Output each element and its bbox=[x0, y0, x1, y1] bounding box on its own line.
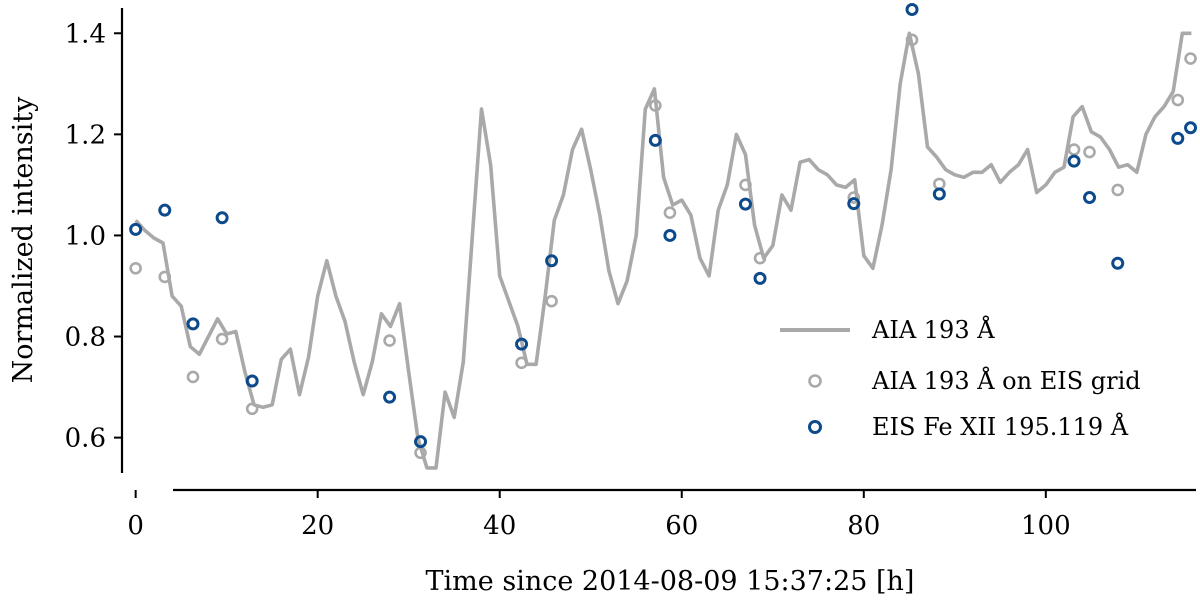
axes: 0 20 40 60 80 100 0.6 0.8 1.0 1.2 1.4 Time since … bbox=[8, 8, 1196, 597]
y-tick-label: 1.2 bbox=[65, 120, 106, 150]
point-aia-grid bbox=[663, 206, 677, 220]
point-aia-grid bbox=[383, 334, 396, 347]
point-eis bbox=[905, 3, 919, 17]
point-aia-grid bbox=[753, 251, 767, 265]
y-tick-label: 1.4 bbox=[65, 19, 106, 49]
point-eis bbox=[515, 337, 529, 351]
point-eis bbox=[545, 254, 559, 268]
legend: AIA 193 Å AIA 193 Å on EIS grid EIS Fe X… bbox=[780, 315, 1141, 441]
legend-label-aia-grid: AIA 193 Å on EIS grid bbox=[871, 366, 1141, 395]
point-eis bbox=[648, 133, 662, 147]
point-aia-grid bbox=[847, 191, 861, 204]
point-eis bbox=[414, 435, 428, 449]
point-eis bbox=[215, 211, 229, 225]
x-tick-label: 40 bbox=[483, 511, 516, 541]
point-eis bbox=[1111, 256, 1125, 270]
x-tick-label: 60 bbox=[665, 511, 698, 541]
point-eis bbox=[245, 374, 259, 388]
y-tick-label: 1.0 bbox=[65, 221, 106, 251]
point-eis bbox=[129, 222, 143, 236]
point-aia-grid bbox=[129, 261, 142, 275]
x-tick-label: 20 bbox=[301, 511, 334, 541]
point-aia-grid bbox=[158, 270, 172, 284]
point-aia-grid bbox=[739, 178, 752, 192]
point-eis bbox=[1171, 131, 1185, 145]
point-aia-grid bbox=[515, 356, 528, 370]
y-axis-label: Normalized intensity bbox=[8, 96, 39, 383]
point-aia-grid bbox=[905, 33, 919, 47]
x-axis-label: Time since 2014-08-09 15:37:25 [h] bbox=[426, 566, 915, 597]
x-tick-label: 80 bbox=[847, 511, 880, 541]
point-aia-grid bbox=[649, 99, 662, 112]
point-eis bbox=[1184, 121, 1198, 135]
point-eis bbox=[932, 187, 946, 201]
point-aia-grid bbox=[245, 402, 259, 416]
point-aia-grid bbox=[1184, 52, 1197, 65]
y-tick-label: 0.8 bbox=[65, 323, 106, 353]
point-aia-grid bbox=[215, 332, 229, 346]
point-aia-grid bbox=[545, 294, 558, 308]
point-aia-grid bbox=[933, 177, 946, 191]
legend-label-eis: EIS Fe XII 195.119 Å bbox=[872, 412, 1129, 441]
x-tick-label: 100 bbox=[1021, 511, 1071, 541]
point-aia-grid bbox=[1171, 93, 1185, 107]
point-eis bbox=[753, 271, 767, 285]
point-aia-grid bbox=[1111, 183, 1125, 197]
point-eis bbox=[663, 228, 677, 242]
plot-area bbox=[129, 3, 1198, 470]
series-line-aia bbox=[134, 31, 1192, 470]
point-eis bbox=[383, 390, 397, 404]
point-eis bbox=[186, 317, 200, 331]
point-aia-grid bbox=[186, 370, 200, 384]
y-ticks: 0.6 0.8 1.0 1.2 1.4 bbox=[65, 19, 122, 454]
point-eis bbox=[158, 203, 172, 217]
point-eis bbox=[1083, 191, 1097, 205]
y-tick-label: 0.6 bbox=[65, 424, 106, 454]
x-tick-label: 0 bbox=[127, 511, 144, 541]
point-eis bbox=[1067, 154, 1081, 168]
point-aia-grid bbox=[1083, 145, 1096, 159]
point-aia-grid bbox=[1067, 143, 1081, 156]
legend-marker-aia-grid bbox=[808, 374, 822, 388]
legend-label-aia: AIA 193 Å bbox=[871, 315, 995, 344]
point-eis bbox=[738, 197, 752, 211]
x-ticks: 0 20 40 60 80 100 bbox=[127, 490, 1071, 541]
point-eis bbox=[847, 197, 861, 211]
legend-marker-eis bbox=[808, 420, 822, 434]
